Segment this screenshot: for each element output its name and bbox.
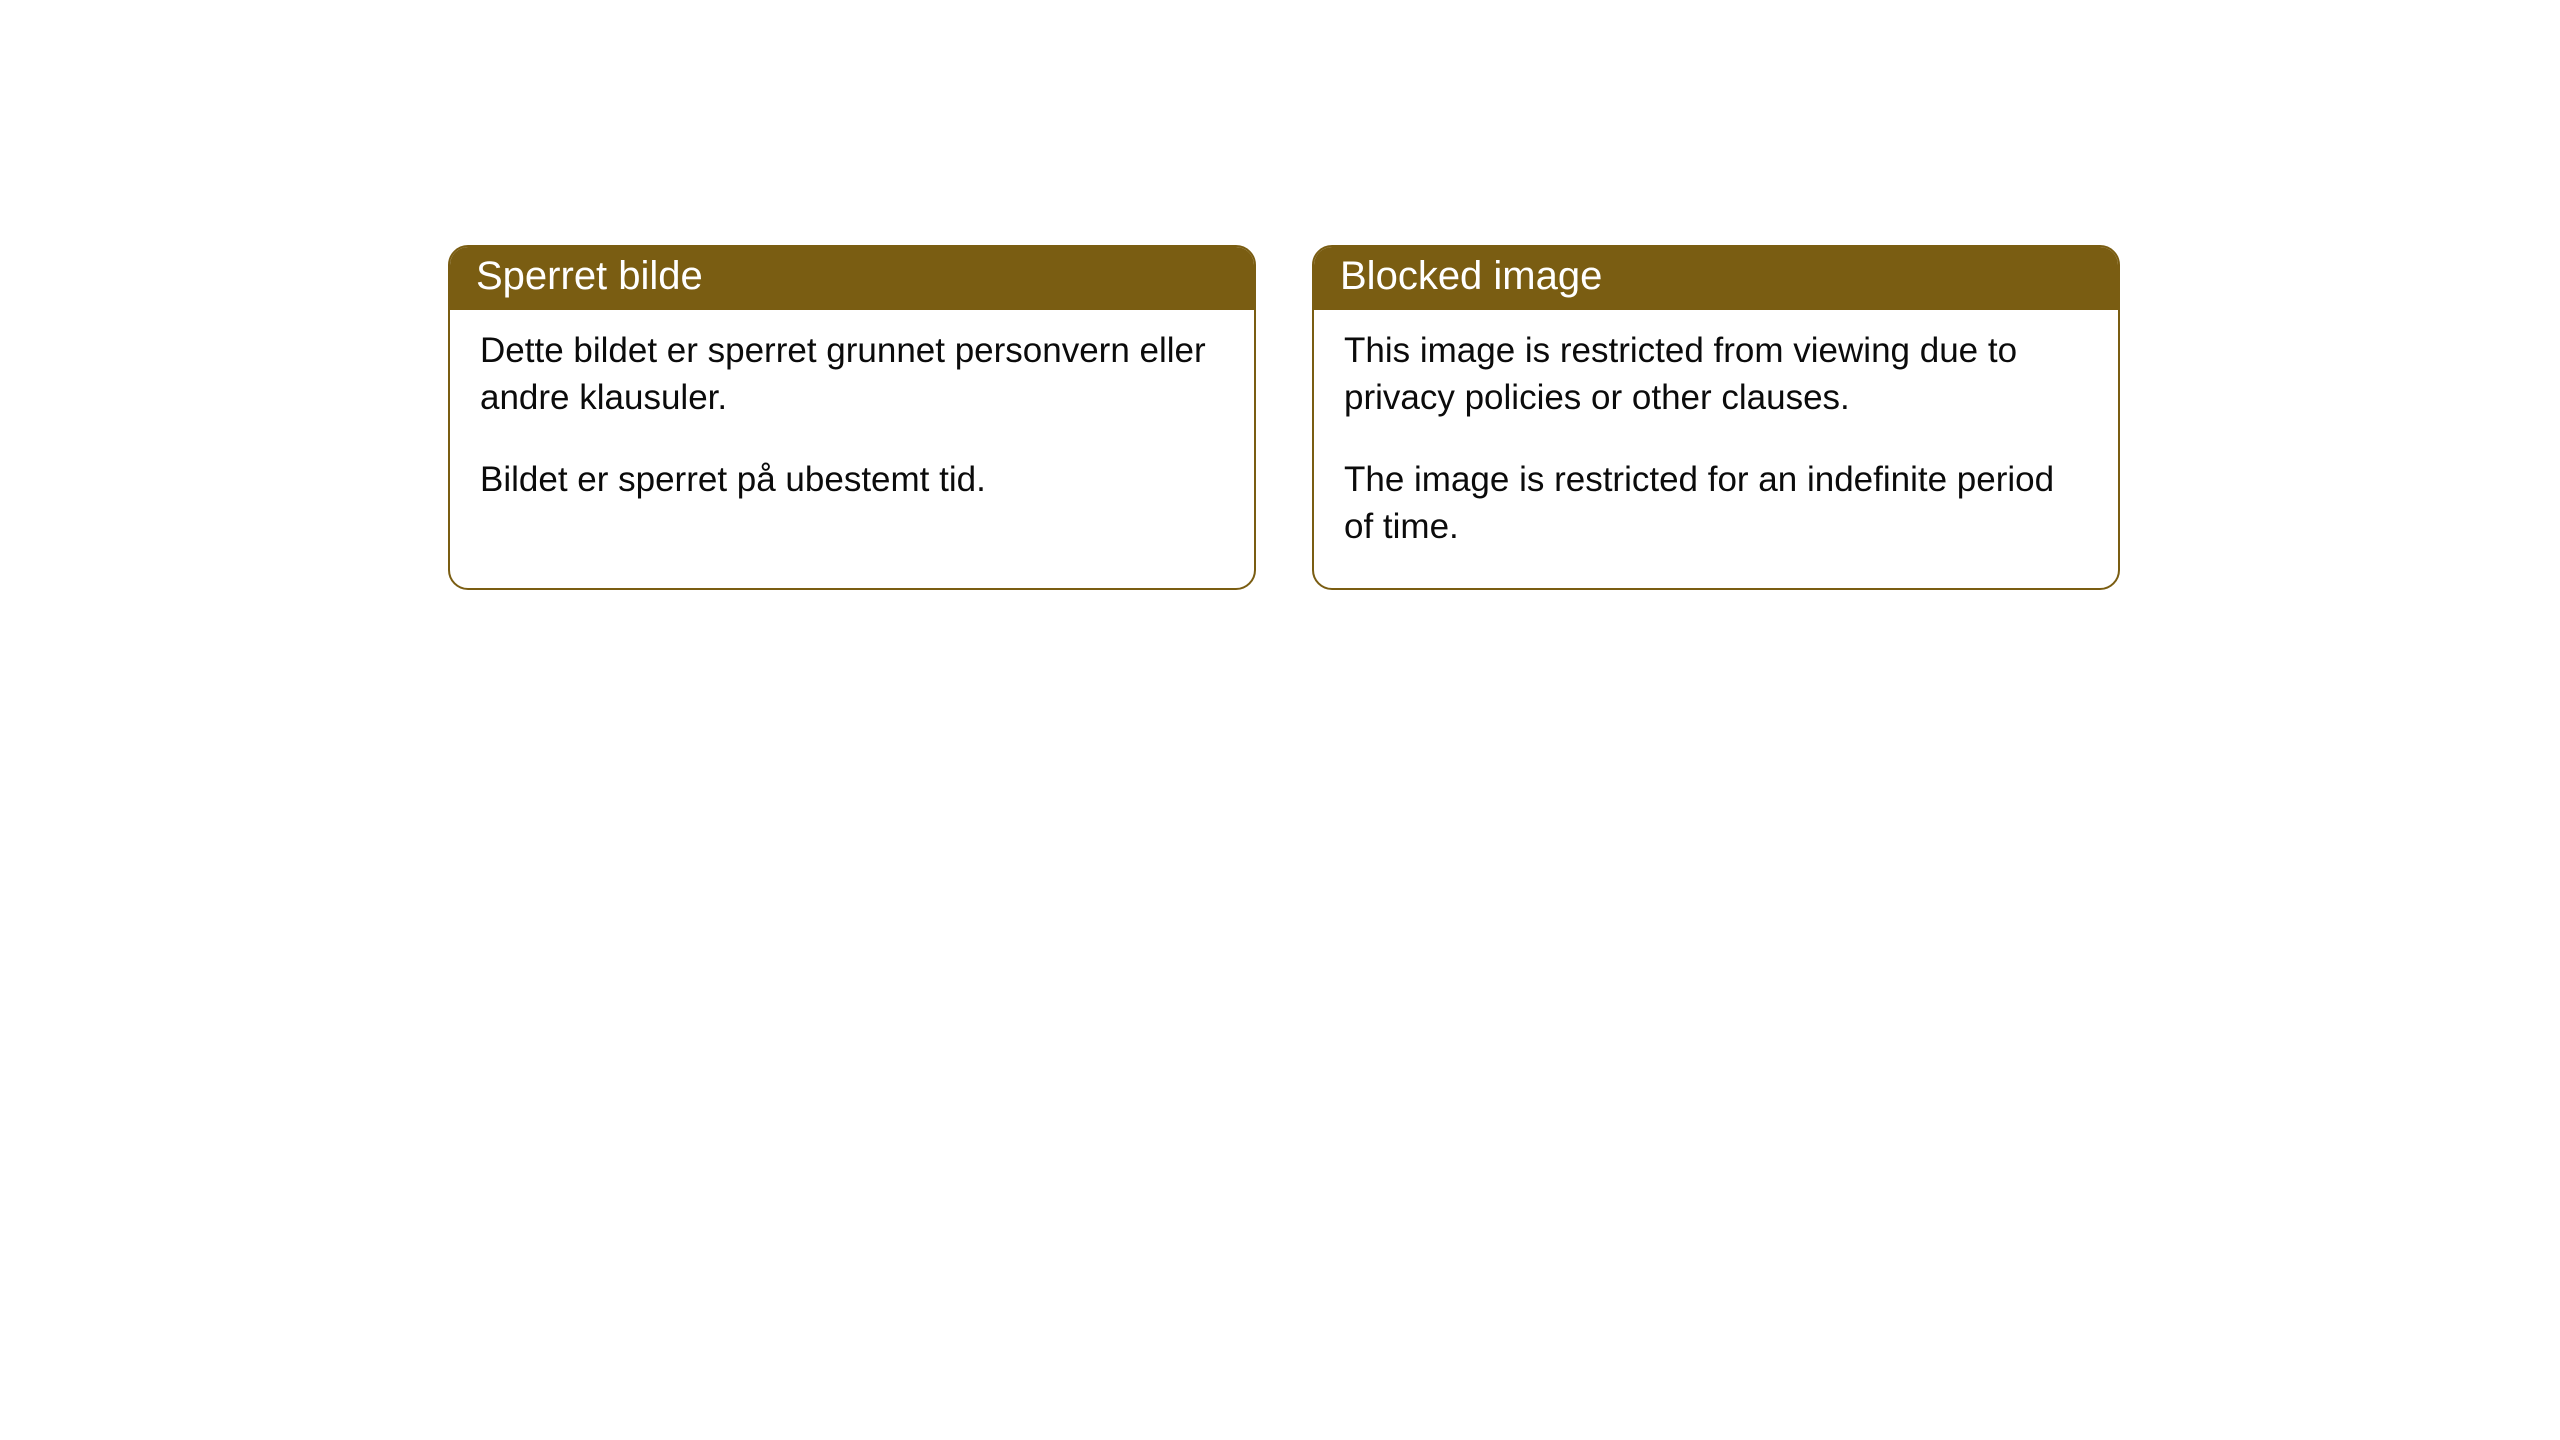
card-header-en: Blocked image	[1314, 247, 2118, 310]
card-header-no: Sperret bilde	[450, 247, 1254, 310]
blocked-image-card-no: Sperret bilde Dette bildet er sperret gr…	[448, 245, 1256, 590]
blocked-image-card-en: Blocked image This image is restricted f…	[1312, 245, 2120, 590]
cards-container: Sperret bilde Dette bildet er sperret gr…	[448, 245, 2120, 590]
card-text-no-2: Bildet er sperret på ubestemt tid.	[480, 456, 1224, 503]
card-text-en-2: The image is restricted for an indefinit…	[1344, 456, 2088, 551]
card-body-no: Dette bildet er sperret grunnet personve…	[450, 310, 1254, 541]
card-body-en: This image is restricted from viewing du…	[1314, 310, 2118, 588]
card-text-no-1: Dette bildet er sperret grunnet personve…	[480, 327, 1224, 422]
card-text-en-1: This image is restricted from viewing du…	[1344, 327, 2088, 422]
